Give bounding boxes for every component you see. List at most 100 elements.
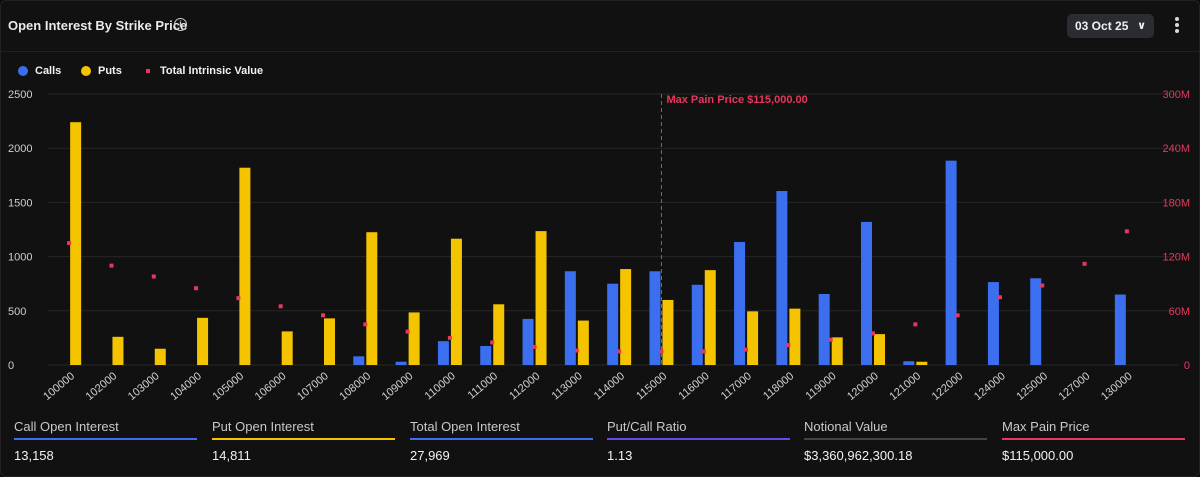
bars (70, 122, 1126, 366)
stat-label: Call Open Interest (14, 419, 119, 434)
put-bar (324, 318, 335, 365)
y-right-tick-label: 300M (1162, 89, 1190, 101)
call-bar (1030, 278, 1042, 365)
x-tick-label: 108000 (337, 370, 373, 403)
intrinsic-point (574, 348, 579, 353)
legend-label: Puts (98, 65, 122, 77)
stat-value: $115,000.00 (1002, 448, 1074, 463)
stat-label: Total Open Interest (410, 419, 520, 434)
stat-label: Notional Value (804, 419, 888, 434)
y-right-tick-label: 60M (1169, 306, 1190, 318)
intrinsic-point (997, 295, 1002, 300)
call-bar (987, 282, 999, 365)
intrinsic-point (1082, 261, 1087, 266)
put-bar (874, 334, 885, 365)
legend-label: Calls (35, 65, 62, 77)
y-right-tick-label: 0 (1184, 360, 1190, 372)
x-tick-label: 127000 (1057, 370, 1093, 403)
intrinsic-point (828, 337, 833, 342)
stat-underline (1002, 438, 1185, 440)
intrinsic-point (321, 313, 325, 318)
stat-value: 14,811 (212, 448, 251, 463)
put-bar (450, 238, 462, 365)
x-tick-label: 118000 (761, 370, 796, 402)
intrinsic-point (1124, 229, 1129, 234)
x-tick-label: 115000 (634, 370, 669, 402)
intrinsic-point (659, 349, 664, 354)
y-left-tick-label: 2000 (8, 143, 32, 155)
legend-label: Total Intrinsic Value (160, 65, 264, 77)
put-bar (747, 311, 759, 365)
put-bar (577, 320, 589, 365)
x-tick-label: 110000 (423, 370, 458, 402)
y-right-tick-label: 120M (1162, 252, 1190, 264)
stat-underline (804, 438, 987, 440)
stat-underline (410, 438, 593, 440)
more-options-icon[interactable] (1173, 17, 1181, 35)
call-bar (480, 346, 492, 365)
put-bar (620, 269, 632, 365)
intrinsic-point (744, 347, 749, 352)
x-tick-label: 125000 (1014, 370, 1050, 403)
x-tick-label: 122000 (930, 370, 966, 403)
call-bar (734, 241, 746, 365)
intrinsic-points (67, 229, 1129, 354)
call-bar (564, 271, 576, 365)
put-bar (154, 348, 166, 365)
stat-put-open-interest: Put Open Interest 14,811 (212, 418, 395, 463)
put-bar (70, 122, 82, 366)
stat-put-call-ratio: Put/Call Ratio 1.13 (607, 418, 790, 463)
panel-header: Open Interest By Strike Price i 03 Oct 2… (1, 1, 1199, 52)
put-bar (662, 299, 674, 365)
x-tick-label: 100000 (41, 370, 77, 403)
stat-value: 1.13 (607, 448, 633, 463)
intrinsic-point (109, 263, 114, 268)
call-bar (945, 160, 957, 365)
intrinsic-point (532, 344, 537, 349)
date-selector[interactable]: 03 Oct 25 ∨ (1067, 14, 1154, 38)
intrinsic-point (1040, 283, 1045, 288)
intrinsic-point (490, 340, 495, 345)
intrinsic-point (447, 335, 452, 340)
call-bar (861, 221, 872, 365)
max-pain-label: Max Pain Price $115,000.00 (666, 94, 807, 106)
x-tick-label: 124000 (972, 370, 1008, 403)
axis-labels: 0 0 500 60M 1000 120M 1500 180M 2000 240M 2500 300M… (8, 89, 1190, 403)
intrinsic-point (871, 331, 875, 336)
put-bar (493, 304, 505, 365)
x-tick-label: 119000 (803, 370, 838, 402)
chart-title: Open Interest By Strike Price (8, 18, 188, 33)
x-tick-label: 109000 (380, 370, 416, 403)
stat-underline (607, 438, 790, 440)
intrinsic-point (151, 274, 156, 279)
intrinsic-point (913, 322, 918, 327)
stat-underline (212, 438, 395, 440)
y-left-tick-label: 500 (8, 306, 26, 318)
intrinsic-point (701, 349, 706, 354)
call-bar (903, 361, 915, 365)
intrinsic-point (617, 349, 622, 354)
put-bar (916, 361, 928, 365)
x-tick-label: 114000 (592, 370, 627, 402)
call-bar (395, 361, 407, 365)
x-tick-label: 130000 (1099, 370, 1135, 403)
y-right-tick-label: 180M (1162, 197, 1190, 209)
call-bar (649, 271, 661, 365)
put-bar (535, 231, 547, 365)
info-icon[interactable]: i (174, 18, 187, 31)
x-tick-label: 107000 (295, 370, 331, 403)
call-bar (818, 293, 830, 365)
y-right-tick-label: 240M (1162, 143, 1190, 155)
put-bar (197, 317, 209, 365)
y-left-tick-label: 1000 (8, 252, 32, 264)
intrinsic-point (955, 313, 960, 318)
put-bar (704, 270, 716, 365)
chevron-down-icon: ∨ (1137, 20, 1146, 32)
stat-value: 13,158 (14, 448, 54, 463)
intrinsic-point (405, 329, 410, 334)
x-tick-label: 105000 (210, 370, 246, 403)
stat-label: Put Open Interest (212, 419, 314, 434)
stat-notional-value: Notional Value $3,360,962,300.18 (804, 418, 987, 463)
call-bar (522, 318, 534, 365)
